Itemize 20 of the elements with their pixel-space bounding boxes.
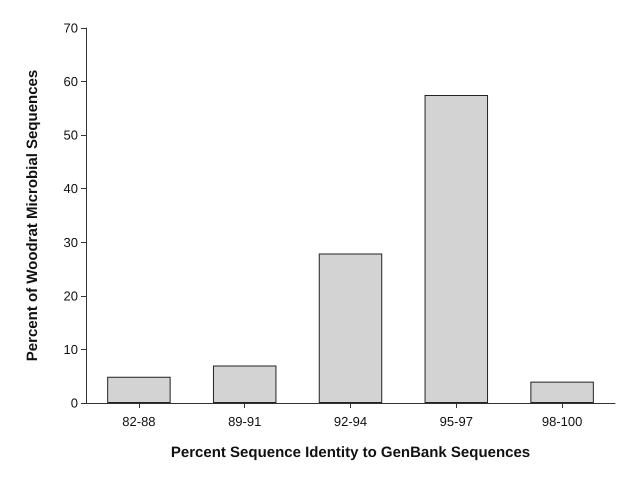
- x-tick-label: 89-91: [228, 414, 262, 429]
- x-tick-label: 82-88: [122, 414, 156, 429]
- bar: [212, 366, 276, 403]
- y-tick-label: 30: [64, 234, 78, 250]
- y-tick-label: 60: [64, 74, 78, 90]
- bar: [318, 254, 382, 403]
- y-tick-label: 40: [64, 181, 78, 196]
- y-tick-label: 10: [64, 342, 78, 357]
- bar: [107, 376, 171, 403]
- y-tick-label: 20: [64, 288, 78, 304]
- x-axis-title: Percent Sequence Identity to GenBank Sequences: [170, 444, 530, 461]
- x-tick-label: 95-97: [440, 414, 473, 429]
- x-tick-label: 98-100: [542, 414, 582, 429]
- x-tick-label: 92-94: [334, 414, 368, 429]
- y-tick-label: 70: [64, 20, 78, 36]
- y-tick-label: 0: [70, 396, 78, 410]
- bar: [424, 94, 488, 403]
- y-axis-title: Percent of Woodrat Microbial Sequences: [24, 70, 41, 362]
- y-tick-label: 50: [64, 128, 78, 143]
- bar: [530, 382, 594, 403]
